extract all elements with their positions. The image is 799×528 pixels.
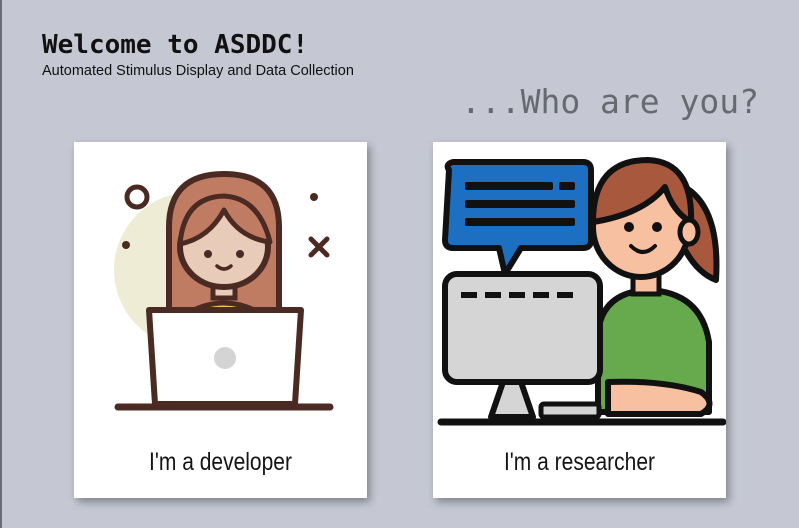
developer-label: I'm a developer <box>149 448 292 476</box>
developer-laptop-illustration <box>114 171 334 411</box>
researcher-computer-illustration <box>437 157 726 426</box>
role-question: ...Who are you? <box>460 82 759 121</box>
page-title: Welcome to ASDDC! <box>42 30 309 60</box>
page-subtitle: Automated Stimulus Display and Data Coll… <box>42 63 354 79</box>
researcher-card[interactable]: I'm a researcher <box>433 142 726 498</box>
researcher-label: I'm a researcher <box>503 448 656 476</box>
developer-card[interactable]: I'm a developer <box>74 142 367 498</box>
